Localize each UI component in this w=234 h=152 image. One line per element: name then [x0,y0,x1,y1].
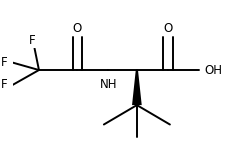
Polygon shape [132,70,142,105]
Text: NH: NH [99,78,117,92]
Text: OH: OH [204,64,222,76]
Text: O: O [163,22,172,35]
Text: F: F [0,78,7,92]
Text: O: O [73,22,82,35]
Text: F: F [0,56,7,69]
Text: F: F [29,35,36,47]
